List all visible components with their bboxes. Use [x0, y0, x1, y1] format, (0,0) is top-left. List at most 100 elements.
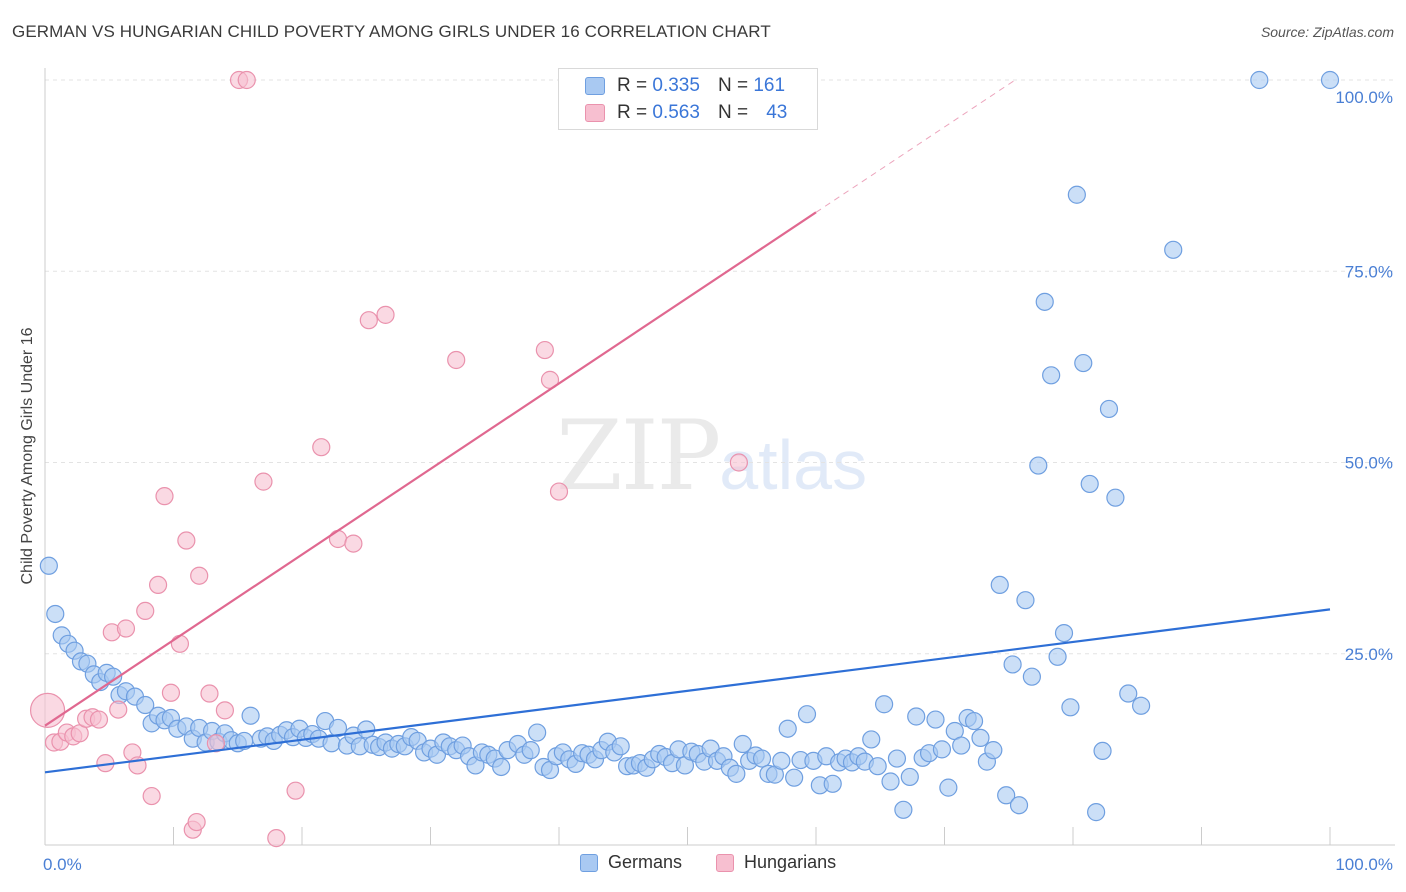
germans-point[interactable] — [1087, 803, 1106, 822]
germans-point[interactable] — [907, 707, 926, 726]
hungarians-point[interactable] — [549, 482, 569, 501]
germans-point[interactable] — [1042, 366, 1061, 385]
hungarians-point[interactable] — [29, 692, 66, 728]
germans-point[interactable] — [1106, 488, 1125, 507]
germans-point[interactable] — [727, 764, 746, 783]
germans-point[interactable] — [984, 741, 1003, 760]
germans-point[interactable] — [952, 736, 971, 755]
germans-point[interactable] — [772, 751, 791, 770]
germans-point[interactable] — [785, 768, 804, 787]
hungarians-point[interactable] — [190, 566, 209, 585]
germans-point[interactable] — [521, 741, 540, 760]
hungarians-point[interactable] — [254, 472, 273, 491]
germans-point[interactable] — [46, 604, 65, 624]
source-label[interactable]: Source: ZipAtlas.com — [1260, 24, 1394, 40]
y-tick-label-100: 100.0% — [1335, 88, 1393, 107]
hungarians-point[interactable] — [328, 529, 348, 549]
hungarians-point[interactable] — [359, 311, 378, 330]
germans-point[interactable] — [1250, 70, 1269, 90]
germans-r-label: R = — [617, 75, 648, 96]
germans-point[interactable] — [932, 740, 952, 759]
grid-lines — [45, 79, 1395, 655]
germans-point[interactable] — [357, 720, 376, 739]
hungarians-point[interactable] — [200, 684, 219, 703]
germans-point[interactable] — [894, 800, 913, 819]
germans-point[interactable] — [1009, 796, 1029, 815]
hungarians-point[interactable] — [187, 812, 206, 832]
germans-point[interactable] — [1074, 353, 1093, 373]
germans-point[interactable] — [1048, 647, 1067, 666]
germans-point[interactable] — [1061, 698, 1080, 717]
hungarians-point[interactable] — [142, 786, 161, 806]
germans-point[interactable] — [1067, 185, 1086, 204]
germans-point[interactable] — [926, 710, 945, 729]
tick-labels: 25.0% 50.0% 75.0% 100.0% 0.0% 100.0% — [43, 88, 1393, 874]
y-tick-label-75: 75.0% — [1345, 262, 1393, 281]
germans-point[interactable] — [39, 556, 58, 575]
germans-point[interactable] — [1164, 240, 1183, 259]
germans-point[interactable] — [1320, 70, 1340, 90]
germans-point[interactable] — [900, 767, 919, 787]
germans-point[interactable] — [733, 734, 752, 754]
germans-point[interactable] — [971, 728, 990, 748]
germans-point[interactable] — [1093, 741, 1112, 761]
germans-point[interactable] — [1029, 456, 1048, 475]
hungarians-point[interactable] — [170, 634, 190, 653]
hungarians-point[interactable] — [344, 534, 363, 553]
germans-point[interactable] — [887, 749, 907, 768]
germans-point[interactable] — [136, 695, 155, 715]
germans-point[interactable] — [868, 757, 887, 776]
germans-point[interactable] — [1119, 684, 1138, 703]
germans-r-value: 0.335 — [652, 75, 700, 96]
germans-point[interactable] — [778, 719, 797, 738]
germans-point[interactable] — [104, 667, 123, 686]
germans-point[interactable] — [611, 737, 630, 756]
germans-point[interactable] — [797, 705, 817, 724]
germans-point[interactable] — [1003, 655, 1022, 674]
hungarians-point[interactable] — [535, 340, 554, 360]
germans-point[interactable] — [881, 772, 900, 791]
germans-point[interactable] — [328, 718, 348, 738]
hungarians-point[interactable] — [312, 438, 331, 457]
hungarians-point[interactable] — [109, 700, 128, 719]
hungarians-point[interactable] — [447, 350, 466, 370]
hungarians-point[interactable] — [161, 683, 181, 702]
germans-point[interactable] — [1132, 696, 1151, 715]
legend-item-hungarians[interactable]: Hungarians — [716, 852, 836, 873]
germans-point[interactable] — [997, 786, 1016, 805]
germans-point[interactable] — [823, 774, 842, 793]
germans-point[interactable] — [492, 757, 511, 777]
hungarians-point[interactable] — [267, 829, 286, 848]
hungarians-point[interactable] — [177, 531, 196, 550]
germans-point[interactable] — [875, 695, 894, 714]
germans-point[interactable] — [1080, 474, 1099, 494]
germans-point[interactable] — [528, 723, 547, 742]
germans-point[interactable] — [1035, 292, 1054, 311]
germans-point[interactable] — [939, 778, 958, 797]
germans-point[interactable] — [862, 730, 881, 749]
germans-point[interactable] — [1054, 623, 1074, 643]
hungarians-point[interactable] — [148, 575, 168, 595]
hungarians-point[interactable] — [376, 305, 395, 324]
legend-item-germans[interactable]: Germans — [580, 852, 682, 873]
hungarians-point[interactable] — [136, 601, 155, 621]
hungarians-point[interactable] — [286, 781, 305, 800]
hungarians-point[interactable] — [237, 70, 256, 90]
hungarians-trend-line — [44, 211, 817, 727]
germans-point[interactable] — [241, 706, 260, 725]
germans-point[interactable] — [1099, 399, 1119, 419]
hungarians-trend-extension — [815, 79, 1016, 213]
hungarians-point[interactable] — [89, 710, 109, 729]
germans-point[interactable] — [990, 575, 1009, 595]
legend-row-germans: R = 0.335 N = 161 — [585, 75, 785, 97]
hungarians-point[interactable] — [215, 701, 234, 720]
hungarians-point[interactable] — [155, 487, 174, 506]
germans-point[interactable] — [752, 749, 772, 768]
hungarians-point[interactable] — [729, 453, 749, 472]
germans-point[interactable] — [1022, 667, 1041, 686]
germans-point[interactable] — [1016, 591, 1035, 610]
hungarians-point[interactable] — [116, 619, 136, 638]
hungarians-r-value: 0.563 — [652, 102, 700, 123]
germans-point[interactable] — [964, 711, 984, 731]
